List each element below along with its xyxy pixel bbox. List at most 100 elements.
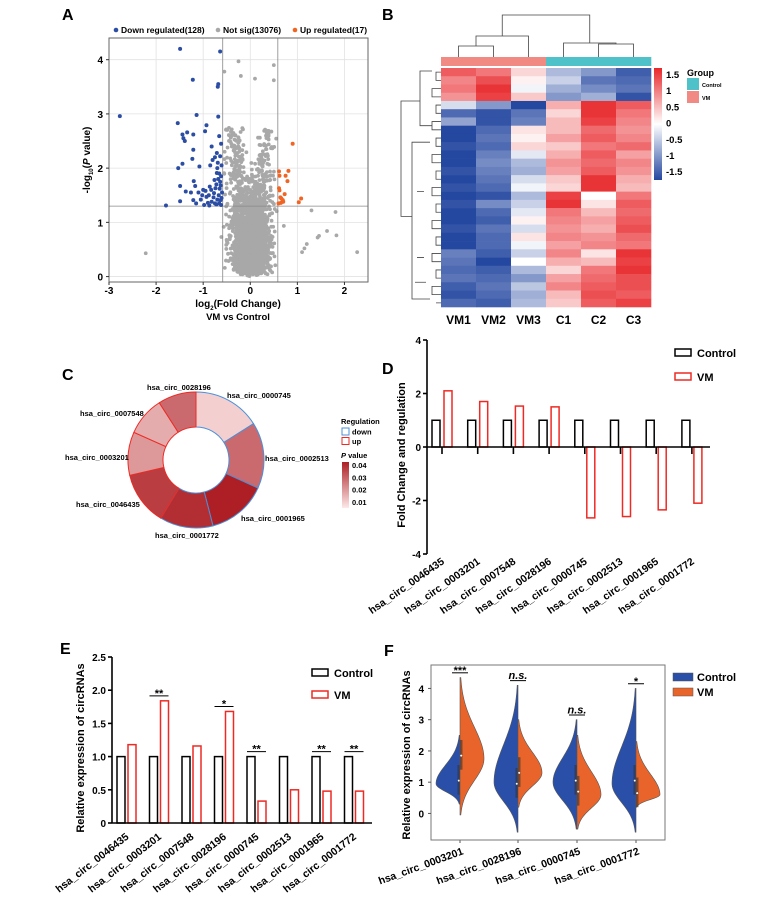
heatmap-cell	[546, 257, 582, 267]
point-up	[296, 200, 301, 205]
point-not-sig	[262, 231, 267, 236]
heatmap-cell	[616, 183, 652, 192]
heatmap-cell	[581, 199, 617, 209]
heatmap-cell	[511, 282, 547, 291]
slice-label: hsa_circ_0002513	[265, 454, 329, 463]
point-down	[196, 190, 201, 195]
y-tick-label: 0.5	[92, 786, 106, 797]
significance-marker: **	[350, 744, 359, 756]
colorbar-tick-label: 1	[666, 86, 672, 97]
point-down	[216, 114, 221, 119]
heatmap-cell	[476, 241, 512, 250]
point-not-sig	[270, 234, 275, 239]
point-not-sig	[265, 152, 270, 157]
heatmap-cell	[511, 150, 547, 159]
point-not-sig	[272, 241, 277, 246]
panel-label-a: A	[62, 7, 74, 24]
point-not-sig	[269, 224, 274, 229]
point-not-sig	[249, 167, 254, 172]
significance-marker: n.s.	[568, 705, 587, 717]
point-not-sig	[253, 265, 258, 269]
y-tick-label: 0	[100, 819, 106, 830]
heatmap-cell	[476, 298, 512, 308]
point-not-sig	[243, 249, 247, 254]
panel-label-b: B	[382, 7, 394, 24]
heatmap-cell	[616, 133, 652, 143]
heatmap-cell	[441, 92, 477, 102]
point-not-sig	[243, 241, 247, 245]
point-down	[180, 132, 185, 137]
y-tick-label: 1.5	[92, 719, 106, 730]
point-not-sig	[241, 218, 245, 223]
x-axis-subtitle: VM vs Control	[206, 312, 270, 323]
heatmap-cell	[616, 265, 652, 275]
bar-vm	[354, 790, 365, 824]
bar-control	[213, 755, 224, 824]
point-not-sig	[225, 128, 230, 132]
legend-marker-up	[292, 27, 298, 33]
point-not-sig	[261, 248, 265, 253]
point-not-sig	[230, 160, 235, 165]
significance-marker: **	[252, 744, 261, 756]
legend-swatch-control	[672, 672, 694, 682]
x-axis-label: log2(Fold Change)	[195, 299, 281, 312]
donut-chart: hsa_circ_0000745 hsa_circ_0002513 hsa_circ…	[65, 383, 380, 540]
point-not-sig	[264, 215, 269, 220]
heatmap-cell	[581, 92, 617, 102]
point-down	[178, 46, 183, 51]
bar-control	[148, 755, 159, 824]
point-not-sig	[228, 156, 233, 161]
column-label: VM1	[446, 313, 471, 327]
point-not-sig	[265, 244, 270, 249]
up-points	[276, 141, 304, 206]
point-not-sig	[222, 69, 227, 74]
bar-vm	[322, 790, 332, 824]
y-tick-label: 2	[418, 747, 424, 758]
point-not-sig	[255, 167, 259, 172]
colorbar-gradient	[654, 68, 662, 180]
point-down	[191, 198, 196, 203]
heatmap-cell	[616, 76, 652, 85]
column-label: C3	[626, 313, 642, 327]
relative-expression-bar-chart: 2.52.01.51.00.50hsa_circ_0046435hsa_circ…	[54, 653, 374, 895]
point-not-sig	[268, 185, 273, 190]
colorbar-tick-label: 0	[666, 119, 671, 130]
point-down	[212, 178, 217, 183]
point-down	[215, 197, 220, 202]
point-down	[203, 129, 208, 134]
heatmap-cell	[581, 166, 617, 176]
dendrogram-branch	[475, 35, 529, 57]
bar-control	[116, 755, 126, 824]
point-up	[277, 173, 282, 178]
point-down	[215, 160, 220, 165]
heatmap-cell	[581, 282, 617, 291]
point-not-sig	[269, 218, 274, 223]
heatmap-cell	[441, 265, 477, 275]
point-not-sig	[258, 239, 263, 244]
heatmap-cell	[476, 282, 512, 291]
group-legend-label: Control	[702, 83, 722, 89]
point-down	[213, 186, 218, 191]
heatmap-cell	[511, 92, 547, 102]
point-down	[176, 166, 181, 171]
point-not-sig	[257, 135, 262, 140]
y-tick-label: 1	[418, 778, 424, 789]
group-legend-label: VM	[702, 96, 711, 102]
heatmap-cell	[441, 76, 477, 85]
point-not-sig	[235, 220, 240, 225]
x-label-text: log	[195, 299, 210, 310]
point-not-sig	[248, 239, 253, 243]
violin-half-control	[493, 685, 519, 833]
heatmap-cell	[581, 109, 617, 118]
heatmap-cell	[616, 199, 652, 209]
point-not-sig	[246, 198, 251, 203]
point-not-sig	[228, 234, 233, 238]
point-not-sig	[227, 171, 232, 176]
point-down	[194, 201, 199, 206]
significance-marker: *	[634, 676, 639, 688]
heatmap-cell	[581, 84, 617, 94]
heatmap-cell	[441, 282, 477, 291]
legend-swatch-control	[311, 668, 329, 677]
point-down	[209, 187, 214, 192]
